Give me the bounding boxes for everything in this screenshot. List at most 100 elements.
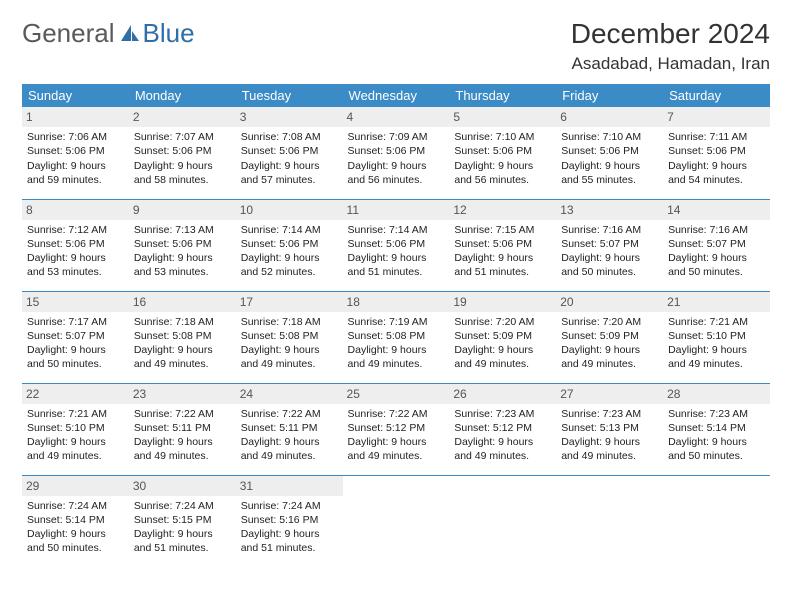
sunrise-text: Sunrise: 7:21 AM <box>668 315 765 329</box>
day-number: 21 <box>663 292 770 312</box>
sunrise-text: Sunrise: 7:21 AM <box>27 407 124 421</box>
calendar-day-cell: 17Sunrise: 7:18 AMSunset: 5:08 PMDayligh… <box>236 291 343 383</box>
sunset-text: Sunset: 5:06 PM <box>454 237 551 251</box>
sunset-text: Sunset: 5:06 PM <box>27 237 124 251</box>
sunset-text: Sunset: 5:10 PM <box>668 329 765 343</box>
sunset-text: Sunset: 5:14 PM <box>668 421 765 435</box>
calendar-day-cell: 21 Sunrise: 7:21 AMSunset: 5:10 PMDayligh… <box>663 291 770 383</box>
sunset-text: Sunset: 5:06 PM <box>241 237 338 251</box>
sunrise-text: Sunrise: 7:18 AM <box>134 315 231 329</box>
calendar-week-row: 29Sunrise: 7:24 AMSunset: 5:14 PMDayligh… <box>22 475 770 567</box>
calendar-day-cell: 27Sunrise: 7:23 AMSunset: 5:13 PMDayligh… <box>556 383 663 475</box>
calendar-day-cell: 23Sunrise: 7:22 AMSunset: 5:11 PMDayligh… <box>129 383 236 475</box>
sunrise-text: Sunrise: 7:14 AM <box>241 223 338 237</box>
daylight-text: Daylight: 9 hours and 49 minutes. <box>241 435 338 463</box>
sunset-text: Sunset: 5:06 PM <box>668 144 765 158</box>
sunrise-text: Sunrise: 7:24 AM <box>241 499 338 513</box>
sunset-text: Sunset: 5:06 PM <box>348 144 445 158</box>
daylight-text: Daylight: 9 hours and 49 minutes. <box>348 435 445 463</box>
sunset-text: Sunset: 5:07 PM <box>668 237 765 251</box>
daylight-text: Daylight: 9 hours and 50 minutes. <box>668 251 765 279</box>
calendar-day-cell: 26Sunrise: 7:23 AMSunset: 5:12 PMDayligh… <box>449 383 556 475</box>
title-block: December 2024 Asadabad, Hamadan, Iran <box>571 18 770 74</box>
calendar-week-row: 15Sunrise: 7:17 AMSunset: 5:07 PMDayligh… <box>22 291 770 383</box>
daylight-text: Daylight: 9 hours and 49 minutes. <box>27 435 124 463</box>
sunrise-text: Sunrise: 7:23 AM <box>454 407 551 421</box>
sunrise-text: Sunrise: 7:06 AM <box>27 130 124 144</box>
day-number: 18 <box>343 292 450 312</box>
daylight-text: Daylight: 9 hours and 49 minutes. <box>134 343 231 371</box>
day-number: 28 <box>663 384 770 404</box>
sunset-text: Sunset: 5:11 PM <box>241 421 338 435</box>
sunrise-text: Sunrise: 7:22 AM <box>348 407 445 421</box>
daylight-text: Daylight: 9 hours and 53 minutes. <box>27 251 124 279</box>
day-number: 29 <box>22 476 129 496</box>
sunset-text: Sunset: 5:06 PM <box>241 144 338 158</box>
calendar-day-cell: 29 Sunrise: 7:24 AMSunset: 5:14 PMDayligh… <box>22 475 129 567</box>
daylight-text: Daylight: 9 hours and 50 minutes. <box>27 527 124 555</box>
weekday-monday: Monday <box>129 84 236 107</box>
calendar-week-row: 1Sunrise: 7:06 AMSunset: 5:06 PMDaylight… <box>22 107 770 199</box>
sunset-text: Sunset: 5:06 PM <box>134 237 231 251</box>
sunrise-text: Sunrise: 7:11 AM <box>668 130 765 144</box>
sunrise-text: Sunrise: 7:09 AM <box>348 130 445 144</box>
day-number: 9 <box>129 200 236 220</box>
sunset-text: Sunset: 5:06 PM <box>27 144 124 158</box>
sunset-text: Sunset: 5:15 PM <box>134 513 231 527</box>
month-title: December 2024 <box>571 18 770 50</box>
sunset-text: Sunset: 5:12 PM <box>348 421 445 435</box>
sunset-text: Sunset: 5:11 PM <box>134 421 231 435</box>
sunrise-text: Sunrise: 7:07 AM <box>134 130 231 144</box>
daylight-text: Daylight: 9 hours and 55 minutes. <box>561 159 658 187</box>
sunrise-text: Sunrise: 7:16 AM <box>561 223 658 237</box>
day-number: 24 <box>236 384 343 404</box>
day-number: 1 <box>22 107 129 127</box>
daylight-text: Daylight: 9 hours and 49 minutes. <box>668 343 765 371</box>
calendar-day-cell: 31Sunrise: 7:24 AMSunset: 5:16 PMDayligh… <box>236 475 343 567</box>
daylight-text: Daylight: 9 hours and 49 minutes. <box>348 343 445 371</box>
day-number: 30 <box>129 476 236 496</box>
day-number: 7 <box>663 107 770 127</box>
daylight-text: Daylight: 9 hours and 59 minutes. <box>27 159 124 187</box>
day-number: 14 <box>663 200 770 220</box>
location: Asadabad, Hamadan, Iran <box>571 54 770 74</box>
daylight-text: Daylight: 9 hours and 56 minutes. <box>348 159 445 187</box>
sunset-text: Sunset: 5:08 PM <box>348 329 445 343</box>
sunset-text: Sunset: 5:06 PM <box>134 144 231 158</box>
daylight-text: Daylight: 9 hours and 51 minutes. <box>454 251 551 279</box>
calendar-day-cell: 24 Sunrise: 7:22 AMSunset: 5:11 PMDayligh… <box>236 383 343 475</box>
calendar-day-cell: 5Sunrise: 7:10 AMSunset: 5:06 PMDaylight… <box>449 107 556 199</box>
calendar-day-cell: 4 Sunrise: 7:09 AMSunset: 5:06 PMDaylight… <box>343 107 450 199</box>
sunrise-text: Sunrise: 7:16 AM <box>668 223 765 237</box>
sunrise-text: Sunrise: 7:24 AM <box>27 499 124 513</box>
sunrise-text: Sunrise: 7:12 AM <box>27 223 124 237</box>
daylight-text: Daylight: 9 hours and 49 minutes. <box>561 435 658 463</box>
weekday-friday: Friday <box>556 84 663 107</box>
calendar-day-cell: 19Sunrise: 7:20 AMSunset: 5:09 PMDayligh… <box>449 291 556 383</box>
day-number: 23 <box>129 384 236 404</box>
calendar-day-cell: 2Sunrise: 7:07 AMSunset: 5:06 PMDaylight… <box>129 107 236 199</box>
sunset-text: Sunset: 5:14 PM <box>27 513 124 527</box>
day-number: 25 <box>343 384 450 404</box>
sunrise-text: Sunrise: 7:10 AM <box>561 130 658 144</box>
sunrise-text: Sunrise: 7:14 AM <box>348 223 445 237</box>
day-number: 4 <box>343 107 450 127</box>
header: General Blue December 2024 Asadabad, Ham… <box>22 18 770 74</box>
calendar-day-cell: 10Sunrise: 7:14 AMSunset: 5:06 PMDayligh… <box>236 199 343 291</box>
weekday-sunday: Sunday <box>22 84 129 107</box>
calendar-day-cell: 3Sunrise: 7:08 AMSunset: 5:06 PMDaylight… <box>236 107 343 199</box>
daylight-text: Daylight: 9 hours and 56 minutes. <box>454 159 551 187</box>
day-number: 15 <box>22 292 129 312</box>
daylight-text: Daylight: 9 hours and 49 minutes. <box>561 343 658 371</box>
daylight-text: Daylight: 9 hours and 49 minutes. <box>134 435 231 463</box>
weekday-wednesday: Wednesday <box>343 84 450 107</box>
calendar-day-cell: 15Sunrise: 7:17 AMSunset: 5:07 PMDayligh… <box>22 291 129 383</box>
daylight-text: Daylight: 9 hours and 50 minutes. <box>27 343 124 371</box>
sunrise-text: Sunrise: 7:22 AM <box>241 407 338 421</box>
day-number: 3 <box>236 107 343 127</box>
calendar-day-cell: 1 Sunrise: 7:06 AMSunset: 5:06 PMDaylight… <box>22 107 129 199</box>
sunrise-text: Sunrise: 7:08 AM <box>241 130 338 144</box>
calendar-day-cell: 25 Sunrise: 7:22 AMSunset: 5:12 PMDayligh… <box>343 383 450 475</box>
day-number: 2 <box>129 107 236 127</box>
day-number: 20 <box>556 292 663 312</box>
